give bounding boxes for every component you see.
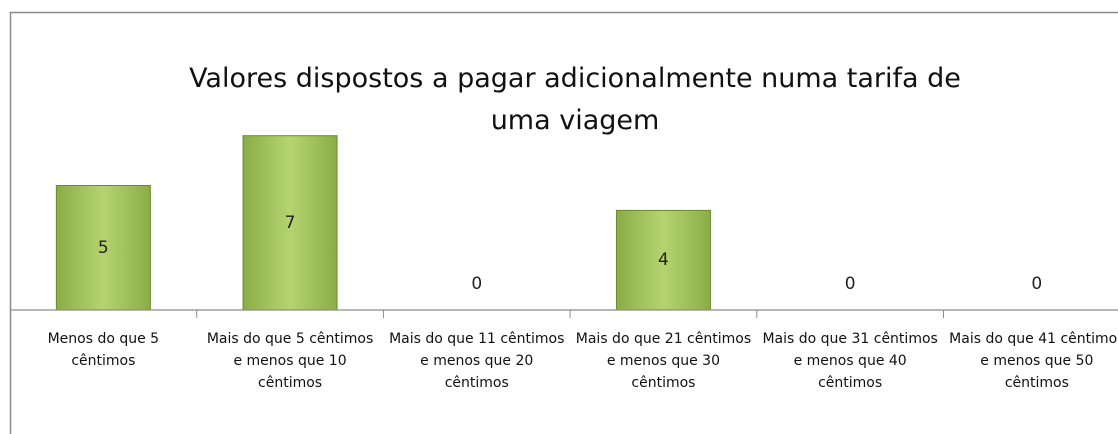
x-tick-label: Mais do que 11 cêntimos e menos que 20 c…	[389, 331, 565, 391]
data-label: 5	[98, 238, 109, 258]
data-label: 0	[471, 274, 482, 294]
bar	[615, 209, 711, 311]
x-tick-label: Mais do que 21 cêntimos e menos que 30 c…	[575, 331, 752, 391]
data-label: 0	[845, 274, 856, 294]
chart-title: Valores dispostos a pagar adicionalmente…	[189, 63, 961, 136]
x-tick-label: Mais do que 5 cêntimos e menos que 10 cê…	[206, 331, 374, 391]
x-tick-label: Mais do que 41 cêntimos e menos que 50 c…	[949, 331, 1118, 391]
chart-border	[9, 11, 1118, 434]
x-tick-label: Menos do que 5 cêntimos	[47, 331, 160, 369]
x-tick-label: Mais do que 31 cêntimos e menos que 40 c…	[762, 331, 938, 391]
data-label: 4	[658, 250, 669, 270]
data-label: 0	[1031, 274, 1042, 294]
bar	[242, 135, 338, 311]
bar	[55, 185, 151, 311]
data-label: 7	[285, 213, 296, 233]
